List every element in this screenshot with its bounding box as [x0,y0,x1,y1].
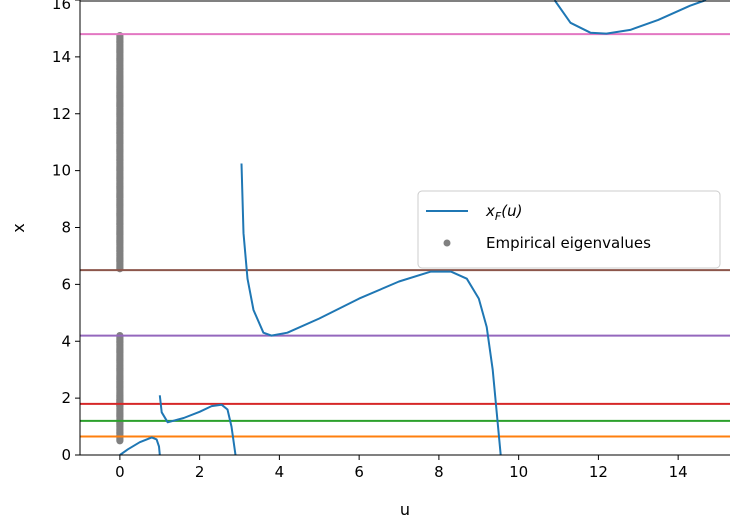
x-tick-label: 14 [669,463,688,481]
x-tick-label: 0 [115,463,125,481]
ticks: 0 2 4 6 8 10 12 14 0 2 4 6 8 10 12 14 16 [52,0,688,481]
y-tick-label: 14 [52,48,71,66]
x-tick-label: 2 [195,463,205,481]
legend-entry-eigenvalues: Empirical eigenvalues [486,234,651,252]
legend-entry-curve-arg: (u) [501,202,522,220]
y-tick-label: 6 [61,275,71,293]
curve-segment-2 [240,163,502,455]
y-axis-label: x [9,223,28,232]
eigenvalue-point [116,31,124,40]
legend-entry-curve: xF(u) [485,202,522,223]
y-tick-label: 0 [61,446,71,464]
x-tick-label: 4 [275,463,285,481]
y-tick-label: 8 [61,219,71,237]
legend-box [417,190,721,269]
y-tick-label: 12 [52,105,71,123]
eigenvalue-scatter [116,31,124,445]
legend-entry-curve-sub: F [495,210,502,223]
x-tick-label: 6 [354,463,364,481]
y-tick-label: 4 [61,332,71,350]
y-tick-label: 16 [52,0,71,13]
x-tick-label: 12 [589,463,608,481]
curve-segment-0 [119,436,161,455]
y-tick-label: 10 [52,162,71,180]
legend-dot-swatch [443,239,451,247]
y-tick-label: 2 [61,389,71,407]
horizontal-lines [80,33,730,438]
x-axis-label: u [400,500,410,519]
x-tick-label: 10 [509,463,528,481]
x-tick-label: 8 [434,463,444,481]
legend-entry-curve-main: x [485,202,495,220]
legend: xF(u) Empirical eigenvalues [417,190,721,269]
curve-series [119,0,707,455]
curve-segment-1 [158,395,237,455]
curve-segment-3 [553,0,707,35]
